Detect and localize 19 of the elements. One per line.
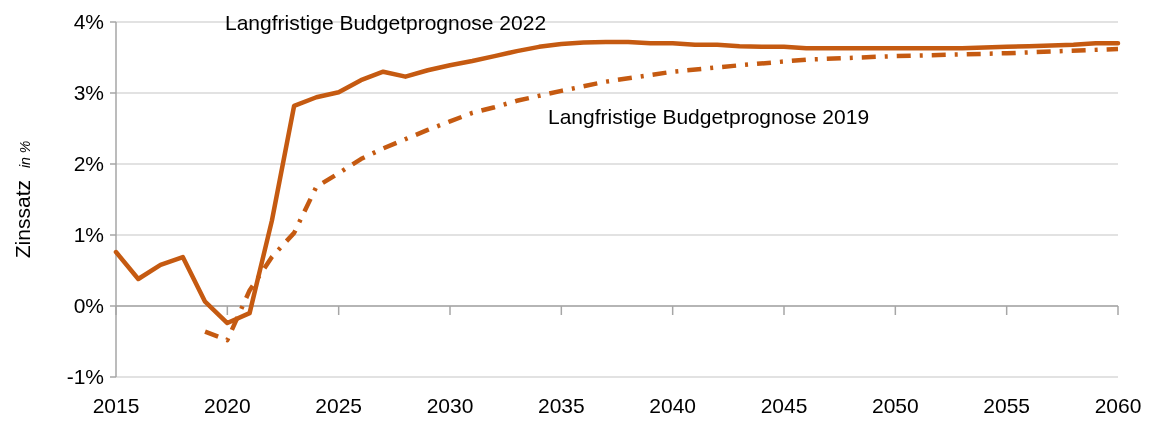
x-tick-label: 2045 <box>760 394 808 417</box>
x-tick-label: 2040 <box>649 394 697 417</box>
y-tick-label: -1% <box>66 365 104 389</box>
x-tick-label: 2025 <box>315 394 363 417</box>
y-tick-label: 1% <box>73 223 104 247</box>
x-tick-label: 2050 <box>871 394 919 417</box>
series-label: Langfristige Budgetprognose 2019 <box>548 105 870 128</box>
y-axis-title: Zinssatz in % <box>11 140 34 259</box>
x-tick-label: 2035 <box>537 394 585 417</box>
series-label: Langfristige Budgetprognose 2022 <box>225 11 547 34</box>
x-tick-label: 2020 <box>203 394 251 417</box>
y-tick-label: 3% <box>73 81 104 105</box>
y-tick-label: 0% <box>73 294 104 318</box>
x-tick-label: 2030 <box>426 394 474 417</box>
y-tick-label: 2% <box>73 152 104 176</box>
x-tick-label: 2015 <box>92 394 140 417</box>
y-tick-label: 4% <box>73 10 104 34</box>
x-tick-label: 2055 <box>983 394 1031 417</box>
x-tick-label: 2060 <box>1094 394 1142 417</box>
